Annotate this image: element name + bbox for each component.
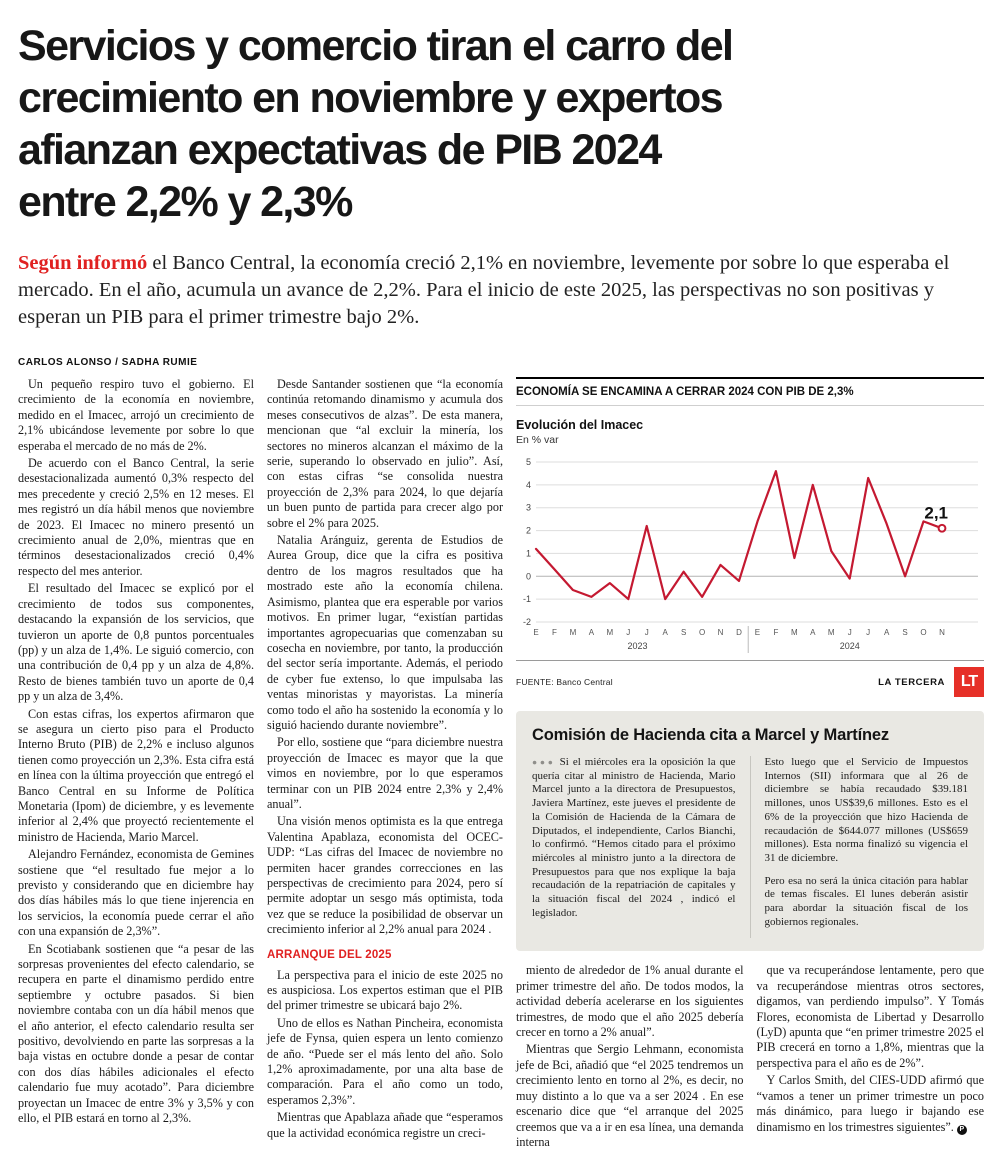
svg-text:E: E: [755, 628, 760, 637]
svg-text:F: F: [773, 628, 778, 637]
chart-subtitle: En % var: [516, 434, 559, 446]
svg-text:J: J: [645, 628, 649, 637]
right-region: ECONOMÍA SE ENCAMINA A CERRAR 2024 CON P…: [516, 377, 984, 1152]
article-paragraph: En Scotiabank sostienen que “a pesar de …: [18, 941, 254, 1126]
svg-text:D: D: [736, 628, 742, 637]
article-text: Y Carlos Smith, del CIES-UDD afirmó que …: [756, 1073, 985, 1134]
article-end-mark: P: [956, 1124, 967, 1135]
article-paragraph: Mientras que Apablaza añade que “esperam…: [267, 1110, 503, 1140]
sidebar-note-box: Comisión de Hacienda cita a Marcel y Mar…: [516, 711, 984, 952]
article-content: Un pequeño respiro tuvo el gobierno. El …: [18, 377, 984, 1152]
bullet-dots-icon: ●●●: [532, 757, 556, 767]
headline-line: entre 2,2% y 2,3%: [18, 178, 353, 226]
article-paragraph: La perspectiva para el inicio de este 20…: [267, 967, 503, 1013]
byline: CARLOS ALONSO / SADHA RUMIE: [18, 357, 198, 368]
svg-text:4: 4: [526, 480, 531, 490]
svg-text:J: J: [626, 628, 630, 637]
svg-text:2: 2: [526, 526, 531, 536]
article-paragraph: Uno de ellos es Nathan Pincheira, econom…: [267, 1015, 503, 1107]
note-columns: ●●● Si el miércoles era la oposición la …: [532, 756, 969, 939]
article-column-2: Desde Santander sostienen que “la econom…: [267, 377, 503, 1152]
svg-text:M: M: [791, 628, 798, 637]
lt-logo: LT: [954, 667, 984, 697]
article-paragraph: El resultado del Imacec se explicó por e…: [18, 581, 254, 704]
chart-source: FUENTE: Banco Central: [516, 677, 613, 687]
svg-text:O: O: [699, 628, 705, 637]
note-title: Comisión de Hacienda cita a Marcel y Mar…: [532, 726, 889, 744]
chart-kicker: ECONOMÍA SE ENCAMINA A CERRAR 2024 CON P…: [516, 379, 984, 406]
svg-text:N: N: [718, 628, 724, 637]
svg-text:M: M: [606, 628, 613, 637]
article-paragraph: Mientras que Sergio Lehmann, economista …: [516, 1042, 744, 1149]
svg-text:A: A: [884, 628, 890, 637]
svg-text:J: J: [866, 628, 870, 637]
svg-text:F: F: [552, 628, 557, 637]
svg-text:E: E: [533, 628, 538, 637]
svg-text:-1: -1: [523, 594, 531, 604]
article-paragraph: Natalia Aránguiz, gerenta de Estudios de…: [267, 533, 503, 732]
article-paragraph: Alejandro Fernández, economista de Gemin…: [18, 847, 254, 939]
page-title: Servicios y comercio tiran el carro del …: [18, 20, 958, 228]
bottom-columns: miento de alrededor de 1% anual durante …: [516, 963, 984, 1152]
svg-text:J: J: [848, 628, 852, 637]
note-column-2: Esto luego que el Servicio de Impuestos …: [749, 756, 969, 939]
svg-text:N: N: [939, 628, 945, 637]
chart-title: Evolución del Imacec: [516, 418, 644, 432]
newspaper-credit: LA TERCERA: [878, 676, 945, 688]
lede-text: el Banco Central, la economía creció 2,1…: [18, 252, 950, 328]
svg-text:O: O: [920, 628, 926, 637]
note-paragraph: Esto luego que el Servicio de Impuestos …: [764, 756, 969, 864]
headline-line: Servicios y comercio tiran el carro del: [18, 22, 734, 70]
section-header: ARRANQUE DEL 2025: [267, 948, 392, 961]
article-column-4: que va recuperándose lentamente, pero qu…: [756, 963, 985, 1152]
svg-text:-2: -2: [523, 617, 531, 627]
svg-text:A: A: [589, 628, 595, 637]
lede-lead-in: Según informó: [18, 252, 148, 274]
svg-text:S: S: [681, 628, 686, 637]
note-column-1: ●●● Si el miércoles era la oposición la …: [532, 756, 736, 938]
article-paragraph: Y Carlos Smith, del CIES-UDD afirmó que …: [756, 1073, 985, 1135]
article-paragraph: Con estas cifras, los expertos afirmaron…: [18, 706, 254, 844]
svg-text:M: M: [570, 628, 577, 637]
article-paragraph: que va recuperándose lentamente, pero qu…: [756, 963, 985, 1070]
article-paragraph: Desde Santander sostienen que “la econom…: [267, 377, 503, 530]
svg-text:2024: 2024: [840, 641, 860, 651]
chart-box: ECONOMÍA SE ENCAMINA A CERRAR 2024 CON P…: [516, 377, 984, 697]
headline-line: afianzan expectativas de PIB 2024: [18, 126, 662, 174]
svg-text:1: 1: [526, 548, 531, 558]
chart-footer: FUENTE: Banco Central LA TERCERA LT: [516, 660, 984, 697]
svg-text:5: 5: [526, 457, 531, 467]
headline-line: crecimiento en noviembre y expertos: [18, 74, 724, 122]
note-paragraph: Pero esa no será la única citación para …: [764, 874, 969, 928]
article-column-1: Un pequeño respiro tuvo el gobierno. El …: [18, 377, 254, 1152]
article-paragraph: Por ello, sostiene que “para diciembre n…: [267, 735, 503, 811]
svg-text:3: 3: [526, 503, 531, 513]
svg-text:A: A: [663, 628, 669, 637]
svg-text:A: A: [810, 628, 816, 637]
article-paragraph: Una visión menos optimista es la que ent…: [267, 814, 503, 937]
svg-text:M: M: [828, 628, 835, 637]
article-paragraph: miento de alrededor de 1% anual durante …: [516, 963, 744, 1040]
article-column-3: miento de alrededor de 1% anual durante …: [516, 963, 744, 1152]
svg-text:S: S: [902, 628, 907, 637]
svg-text:2,1: 2,1: [924, 503, 948, 522]
note-paragraph: ●●● Si el miércoles era la oposición la …: [532, 756, 736, 920]
svg-text:0: 0: [526, 571, 531, 581]
lede: Según informó el Banco Central, la econo…: [18, 250, 984, 331]
article-paragraph: De acuerdo con el Banco Central, la seri…: [18, 456, 254, 578]
note-text: Si el miércoles era la oposición la que …: [532, 756, 736, 919]
article-paragraph: Un pequeño respiro tuvo el gobierno. El …: [18, 377, 254, 453]
svg-text:2023: 2023: [627, 641, 647, 651]
